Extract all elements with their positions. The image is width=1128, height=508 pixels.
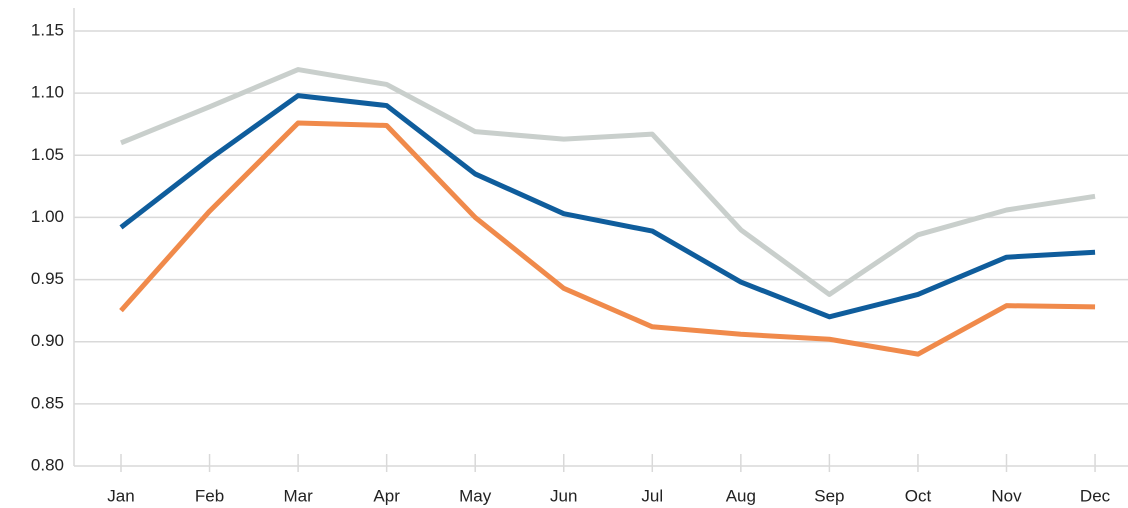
x-tick-label: Jan: [107, 486, 134, 505]
x-tick-label: Jun: [550, 486, 577, 505]
x-tick-label: Sep: [814, 486, 844, 505]
x-tick-label: Nov: [991, 486, 1022, 505]
y-tick-label: 0.85: [31, 393, 64, 412]
y-tick-label: 1.05: [31, 145, 64, 164]
series-line: [120, 67, 1096, 297]
series-line: [119, 120, 1096, 357]
y-tick-label: 0.90: [31, 331, 64, 350]
x-tick-label: Apr: [373, 486, 400, 505]
x-tick-label: Feb: [195, 486, 224, 505]
y-tick-label: 0.95: [31, 269, 64, 288]
series-line: [119, 93, 1096, 320]
y-tick-label: 1.15: [31, 20, 64, 39]
x-tick-label: Aug: [726, 486, 756, 505]
x-tick-label: Mar: [283, 486, 313, 505]
y-tick-label: 1.10: [31, 83, 64, 102]
y-tick-label: 1.00: [31, 207, 64, 226]
x-tick-label: May: [459, 486, 492, 505]
x-tick-label: Dec: [1080, 486, 1111, 505]
y-tick-label: 0.80: [31, 455, 64, 474]
x-tick-label: Oct: [905, 486, 932, 505]
x-tick-label: Jul: [641, 486, 663, 505]
